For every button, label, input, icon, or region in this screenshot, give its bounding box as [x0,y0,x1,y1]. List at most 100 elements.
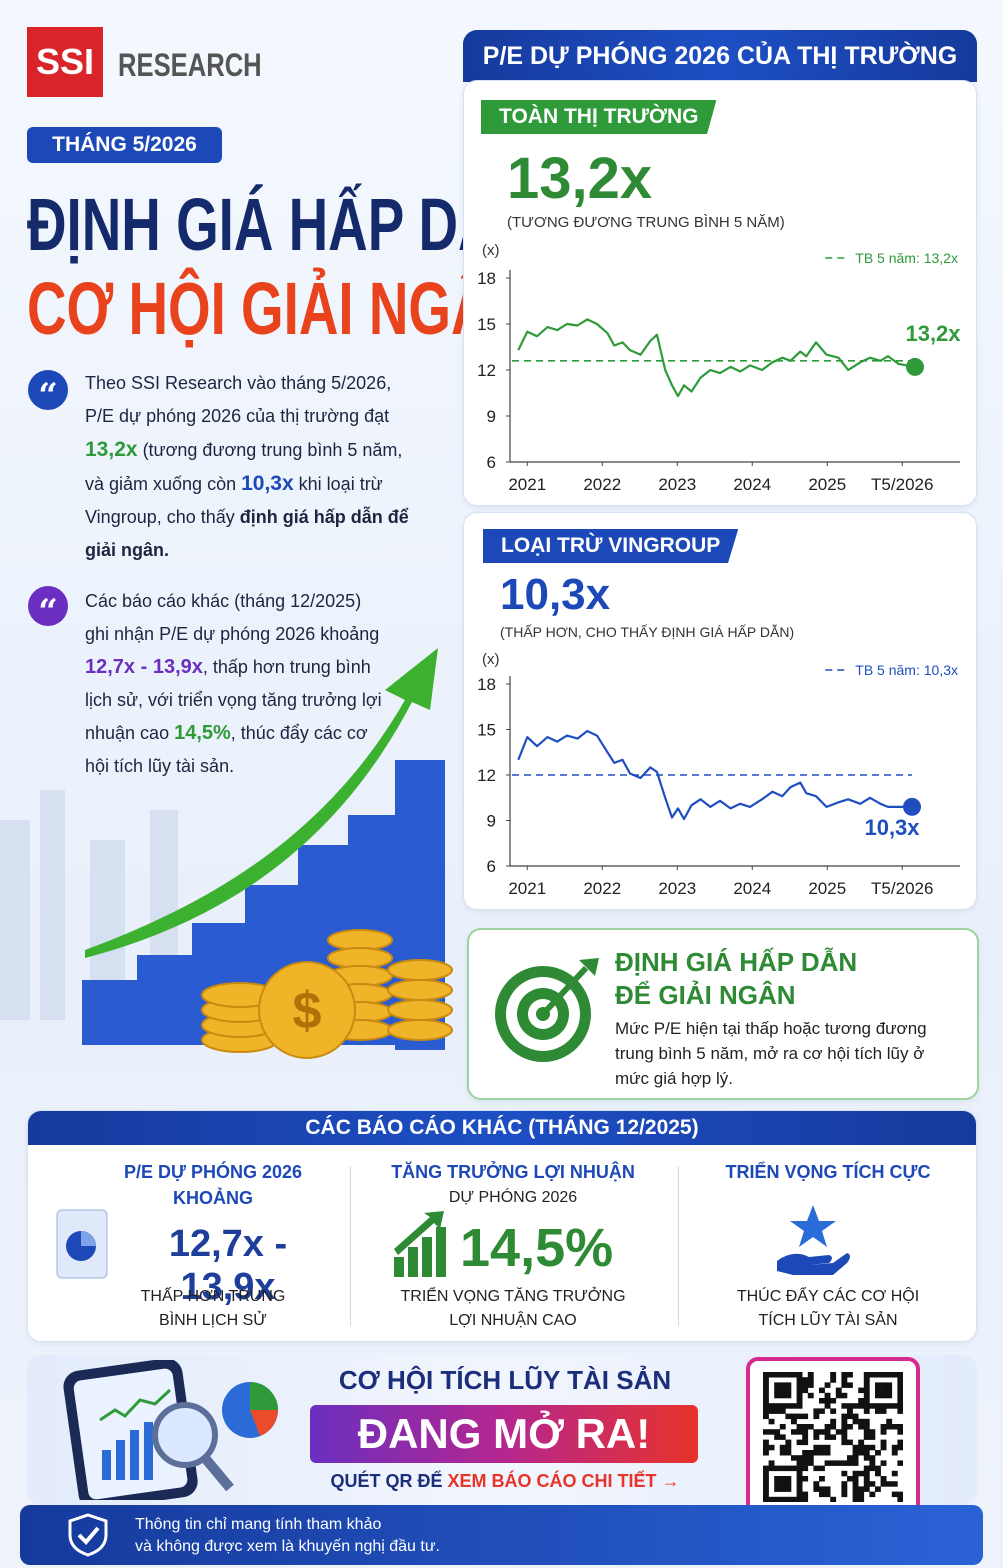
qr-module [858,1418,865,1425]
qr-module [841,1429,848,1435]
qr-module [897,1382,903,1388]
qr-module [819,1387,825,1394]
logo-box: SSI [27,27,103,97]
qr-module [835,1387,842,1394]
qr-module [791,1455,797,1461]
qr-module [763,1481,769,1487]
qr-module [847,1408,853,1414]
x-tick-label: 2025 [808,879,846,898]
qr-module [852,1470,859,1477]
qr-module [796,1382,803,1388]
y-tick-label: 6 [487,453,496,472]
qr-module [897,1408,903,1414]
qr-module [858,1486,865,1492]
coins [201,929,453,1059]
qr-module [763,1382,769,1388]
qr-module [802,1491,809,1498]
divider [350,1166,351,1326]
qr-module [774,1387,781,1394]
qr-module [897,1439,903,1446]
qr-module [886,1387,893,1394]
qr-module [891,1491,898,1498]
qr-module [875,1372,881,1378]
qr-module [880,1392,887,1399]
qr-module [763,1486,769,1492]
qr-module [768,1408,775,1414]
qr-module [768,1460,775,1466]
growth-icon [394,1211,446,1277]
qr-module [897,1424,903,1430]
qr-module [852,1486,859,1492]
x-tick-label: 2023 [658,475,696,494]
report-title-text: P/E DỰ PHÓNG 2026 [124,1162,302,1182]
qr-module [785,1382,792,1388]
report-sub: DỰ PHÓNG 2026 [448,1189,578,1206]
qr-module [886,1424,893,1430]
report-sub: KHOẢNG [173,1188,253,1208]
qr-module [875,1403,881,1409]
qr-module [886,1372,893,1378]
qr-module [897,1460,903,1466]
qr-module [841,1486,848,1492]
qr-module [779,1392,786,1399]
qr-module [830,1398,837,1404]
qr-module [763,1450,769,1456]
qr-module [802,1439,809,1446]
qr-module [785,1413,792,1420]
qr-module [763,1392,769,1399]
cta-button[interactable]: ĐANG MỞ RA! [310,1405,698,1463]
qr-module [774,1372,781,1378]
qr-module [869,1434,876,1440]
qr-module [897,1429,903,1435]
quote-bold: định giá hấp dẫn để giải ngân. [85,507,409,560]
quote-1: Theo SSI Research vào tháng 5/2026, P/E … [85,367,415,567]
headline-1: ĐỊNH GIÁ HẤP DẪN [27,183,538,266]
qr-module [802,1387,809,1394]
qr-frame[interactable] [746,1357,920,1517]
qr-module [852,1491,859,1498]
qr-module [852,1476,859,1482]
qr-module [807,1424,814,1430]
qr-module [796,1476,803,1482]
end-point [906,357,924,376]
qr-module [796,1372,803,1378]
x-tick-label: 2024 [733,475,771,494]
qr-module [863,1392,870,1399]
y-tick-label: 9 [487,812,496,831]
qr-module [863,1398,870,1404]
cta-link[interactable]: XEM BÁO CÁO CHI TIẾT → [447,1471,680,1491]
arrow [85,648,438,958]
qr-module [779,1496,786,1502]
qr-module [819,1408,825,1414]
qr-module [779,1387,786,1394]
qr-module [779,1403,786,1409]
qr-module [785,1439,792,1446]
qr-module [819,1486,825,1492]
qr-module [858,1444,865,1451]
qr-module [830,1377,837,1383]
qr-module [819,1444,825,1451]
qr-module [869,1455,876,1461]
qr-module [779,1408,786,1414]
qr-module [891,1481,898,1487]
report-note: THÚC ĐẨY CÁC CƠ HỘI TÍCH LŨY TÀI SẢN [736,1288,920,1329]
qr-module [796,1424,803,1430]
qr-module [824,1403,831,1409]
qr-module [763,1372,769,1378]
qr-module [774,1429,781,1435]
quote-text: Theo SSI Research vào tháng 5/2026, P/E … [85,373,392,426]
qr-module [807,1382,814,1388]
qr-module [779,1424,786,1430]
qr-module [813,1444,820,1451]
qr-module [830,1496,837,1502]
qr-module [791,1418,797,1425]
qr-module [897,1491,903,1498]
qr-module [847,1455,853,1461]
y-tick-label: 12 [477,766,496,785]
qr-module [852,1444,859,1451]
qr-module [875,1486,881,1492]
qr-module [779,1444,786,1451]
qr-module [830,1408,837,1414]
qr-module [813,1408,820,1414]
